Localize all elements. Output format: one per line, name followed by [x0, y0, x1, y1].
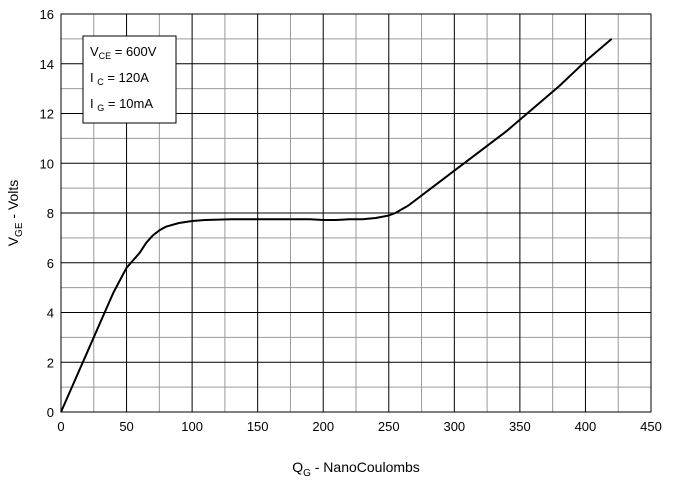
x-tick-label: 0 [57, 419, 64, 434]
x-tick-label: 350 [509, 419, 531, 434]
condition-vce: VCE = 600V [90, 44, 157, 61]
x-tick-label: 50 [119, 419, 133, 434]
plot-area-frame [60, 13, 652, 413]
y-tick-label: 12 [40, 107, 54, 122]
y-axis-title: VGE - Volts [5, 180, 25, 247]
x-tick-label: 250 [378, 419, 400, 434]
y-axis-tick-labels: 0 2 4 6 8 10 12 14 16 [40, 7, 54, 420]
y-tick-label: 4 [47, 306, 54, 321]
x-tick-label: 450 [640, 419, 662, 434]
x-tick-label: 400 [575, 419, 597, 434]
x-tick-label: 300 [443, 419, 465, 434]
y-tick-label: 14 [40, 57, 54, 72]
x-tick-label: 200 [312, 419, 334, 434]
test-conditions-frame [82, 35, 177, 124]
test-conditions-box: VCE = 600V I C = 120A I G = 10mA [82, 35, 177, 124]
x-axis-tick-labels: 0 50 100 150 200 250 300 350 400 450 [57, 419, 661, 434]
x-tick-label: 100 [181, 419, 203, 434]
y-tick-label: 16 [40, 7, 54, 22]
gate-voltage-curve [60, 38, 613, 413]
y-tick-label: 2 [47, 355, 54, 370]
x-axis-title: QG - NanoCoulombs [292, 459, 420, 479]
condition-ig: I G = 10mA [90, 96, 153, 113]
x-tick-label: 150 [247, 419, 269, 434]
y-tick-label: 10 [40, 156, 54, 171]
condition-ic: I C = 120A [90, 70, 149, 87]
y-tick-label: 0 [47, 405, 54, 420]
y-tick-label: 6 [47, 256, 54, 271]
y-tick-label: 8 [47, 206, 54, 221]
